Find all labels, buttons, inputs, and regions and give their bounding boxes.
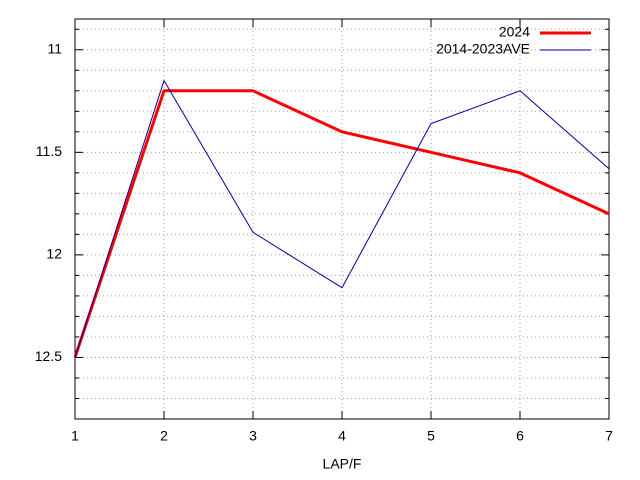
x-axis-label: LAP/F — [323, 456, 362, 472]
series-line — [73, 89, 610, 358]
x-tick-label: 1 — [71, 428, 79, 444]
y-tick-label: 12.5 — [35, 348, 62, 364]
plot-frame — [74, 18, 610, 420]
x-tick-label: 7 — [605, 428, 613, 444]
y-tick-label: 11 — [47, 40, 62, 56]
x-tick-label: 5 — [427, 428, 435, 444]
legend-label: 2024 — [499, 24, 530, 40]
legend-label: 2014-2023AVE — [436, 41, 530, 57]
x-tick-label: 4 — [338, 428, 346, 444]
y-tick-label: 11.5 — [36, 143, 62, 159]
x-tick-label: 2 — [160, 428, 168, 444]
y-tick-label: 12 — [46, 246, 62, 262]
x-tick-label: 3 — [249, 428, 257, 444]
x-tick-label: 6 — [516, 428, 524, 444]
series-line — [74, 80, 610, 358]
